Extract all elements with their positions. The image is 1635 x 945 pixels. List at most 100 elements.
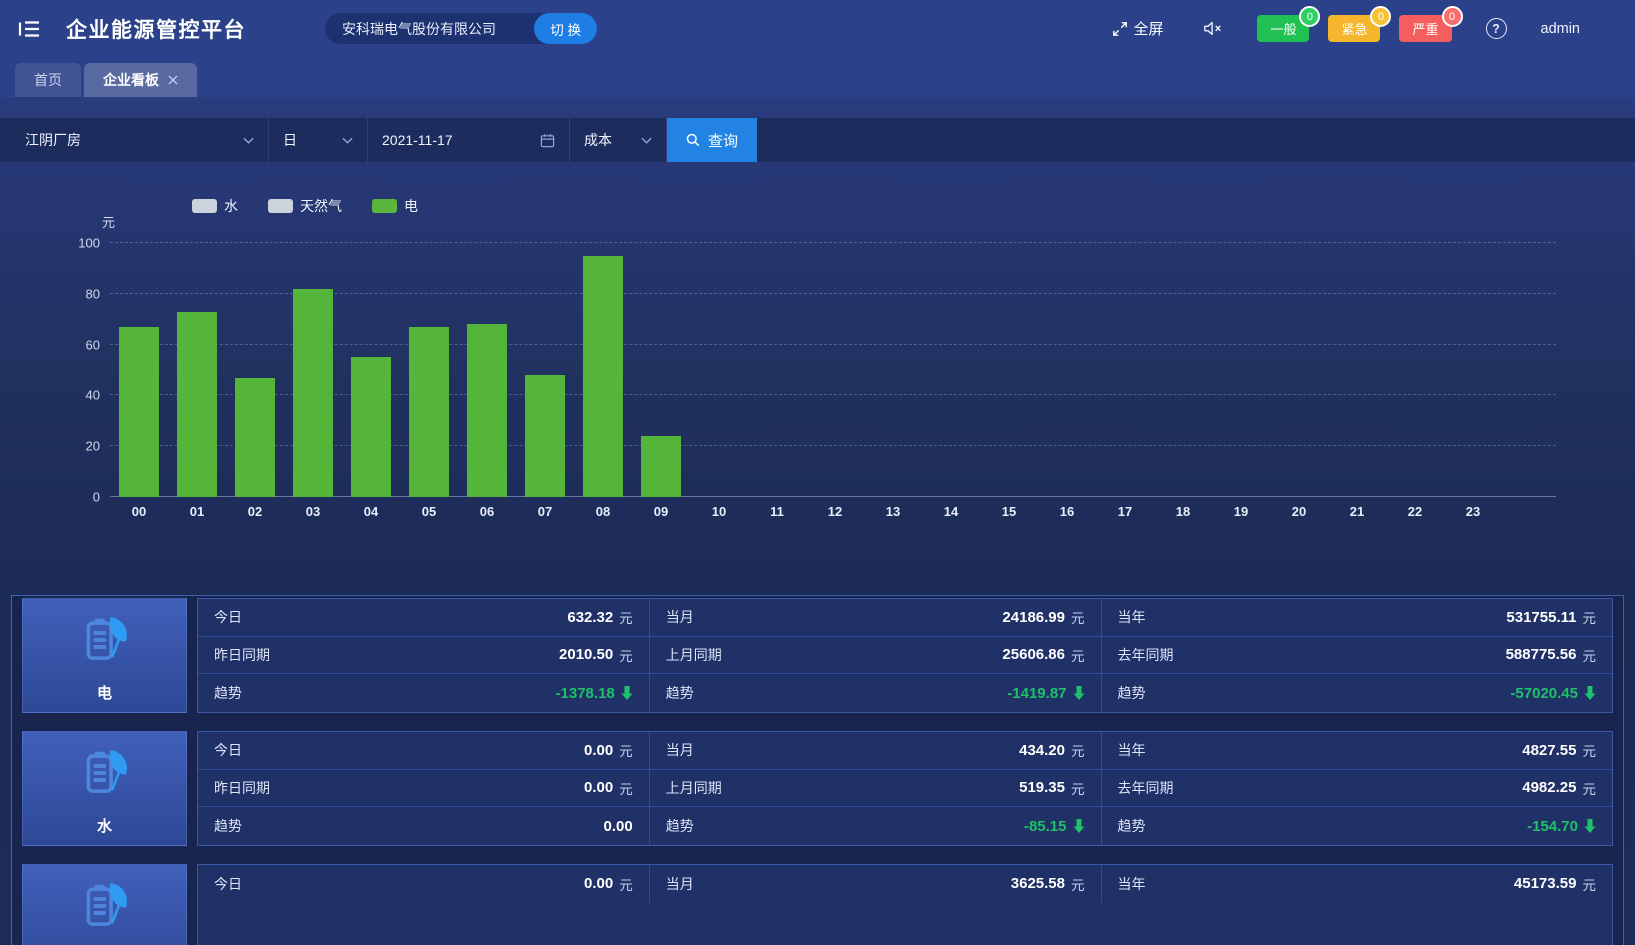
cell-label: 今日	[214, 607, 242, 627]
cell-value: 519.35	[1019, 779, 1065, 796]
cell-value-group: 0.00元	[584, 740, 633, 760]
legend-item-天然气[interactable]: 天然气	[262, 195, 348, 217]
menu-toggle-button[interactable]	[16, 18, 42, 40]
card-cell: 当月24186.99元	[650, 599, 1102, 636]
factory-select-value: 江阴厂房	[25, 130, 81, 150]
legend-item-水[interactable]: 水	[186, 195, 244, 217]
x-tick-label: 09	[632, 504, 690, 519]
cell-label: 昨日同期	[214, 645, 270, 665]
energy-card-name: 电	[97, 682, 112, 703]
factory-select[interactable]: 江阴厂房	[11, 118, 269, 162]
card-row: 趋势-1378.18趋势-1419.87趋势-57020.45	[198, 674, 1612, 712]
energy-card-tile: 水	[22, 731, 187, 846]
trend-down-icon	[621, 686, 633, 700]
cell-unit: 元	[619, 740, 633, 760]
cell-label: 今日	[214, 874, 242, 894]
cell-unit: 元	[1071, 645, 1085, 665]
cell-value-group: 519.35元	[1019, 778, 1084, 798]
cell-unit: 元	[619, 874, 633, 894]
legend-swatch	[192, 199, 217, 213]
alarm-chip[interactable]: 一般0	[1257, 15, 1309, 42]
cell-value-group: -1419.87	[1007, 685, 1084, 702]
alarm-count-badge: 0	[1299, 6, 1320, 27]
cell-value-group: 3625.58元	[1011, 874, 1085, 894]
x-tick-label: 07	[516, 504, 574, 519]
date-input-value: 2021-11-17	[382, 132, 453, 148]
card-cell: 当月 3625.58元	[650, 865, 1102, 903]
app-title: 企业能源管控平台	[66, 14, 246, 44]
speaker-muted-icon	[1203, 21, 1223, 36]
alarm-chip[interactable]: 紧急0	[1328, 15, 1380, 42]
cell-value: 531755.11	[1506, 609, 1576, 626]
cell-label: 趋势	[666, 683, 694, 703]
cell-label: 当年	[1118, 740, 1146, 760]
card-cell: 昨日同期2010.50元	[198, 637, 650, 674]
chevron-down-icon	[342, 137, 353, 144]
energy-card-name: 水	[97, 815, 112, 836]
card-cell: 上月同期519.35元	[650, 770, 1102, 807]
y-tick-label: 20	[40, 439, 100, 454]
header-actions: 全屏 一般0 紧急0 严重0 admin	[1106, 0, 1580, 57]
card-row: 今日 0.00元当月434.20元当年 4827.55 元	[198, 732, 1612, 770]
cell-unit: 元	[619, 645, 633, 665]
search-button[interactable]: 查询	[667, 118, 757, 162]
card-cell: 当月434.20元	[650, 732, 1102, 769]
card-cell: 趋势-154.70	[1102, 807, 1612, 845]
legend-item-电[interactable]: 电	[366, 195, 424, 217]
card-row: 趋势0.00趋势-85.15趋势-154.70	[198, 807, 1612, 845]
cell-label: 今日	[214, 740, 242, 760]
x-tick-label: 02	[226, 504, 284, 519]
x-axis: 0001020304050607080910111213141516171819…	[110, 504, 1502, 522]
energy-card-table: 今日0.00元当月434.20元当年4827.55元昨日同期0.00元上月同期5…	[197, 731, 1613, 846]
help-button[interactable]	[1480, 17, 1513, 40]
y-axis: 020406080100	[40, 243, 100, 497]
bar	[409, 327, 449, 497]
card-row: 昨日同期2010.50元上月同期25606.86元去年同期588775.56元	[198, 637, 1612, 675]
metric-select-value: 成本	[584, 130, 612, 150]
alarm-chip[interactable]: 严重0	[1399, 15, 1451, 42]
chevron-down-icon	[641, 137, 652, 144]
y-tick-label: 100	[40, 236, 100, 251]
metric-select[interactable]: 成本	[570, 118, 667, 162]
trend-down-icon	[1584, 686, 1596, 700]
card-cell: 今日 0.00 元	[198, 865, 650, 903]
username[interactable]: admin	[1541, 21, 1581, 37]
card-cell: 趋势-57020.45	[1102, 674, 1612, 712]
period-select[interactable]: 日	[269, 118, 368, 162]
cell-label: 趋势	[214, 816, 242, 836]
cell-unit: 元	[619, 607, 633, 627]
cell-value: 588775.56	[1506, 646, 1577, 663]
cell-unit: 元	[1582, 778, 1596, 798]
card-cell: 今日 0.00元	[198, 732, 650, 769]
tab-home-label: 首页	[34, 70, 62, 90]
cell-value: 0.00	[584, 875, 613, 892]
switch-company-button[interactable]: 切 换	[534, 13, 597, 44]
app-screen: 企业能源管控平台 安科瑞电气股份有限公司 切 换 全屏 一般0紧急0严重0	[0, 0, 1635, 945]
alarm-count-badge: 0	[1442, 6, 1463, 27]
tab-dashboard[interactable]: 企业看板	[84, 63, 197, 97]
y-tick-label: 0	[40, 490, 100, 505]
cell-label: 上月同期	[666, 645, 722, 665]
cell-value: 4827.55	[1522, 742, 1576, 759]
mute-button[interactable]	[1197, 20, 1229, 37]
y-tick-label: 60	[40, 337, 100, 352]
date-input[interactable]: 2021-11-17	[368, 118, 570, 162]
fullscreen-label: 全屏	[1133, 18, 1163, 39]
search-icon	[686, 133, 700, 147]
cell-unit: 元	[1582, 645, 1596, 665]
fullscreen-button[interactable]: 全屏	[1106, 17, 1169, 40]
cell-value: 434.20	[1019, 742, 1065, 759]
y-axis-unit: 元	[70, 212, 115, 231]
cell-value-group: 0.00	[604, 818, 633, 835]
battery-leaf-icon	[77, 876, 133, 932]
cell-value-group: 588775.56 元	[1506, 645, 1596, 665]
tab-close-icon[interactable]	[168, 75, 178, 85]
cell-label: 趋势	[1118, 816, 1146, 836]
cell-value-group: -57020.45	[1510, 685, 1596, 702]
bar	[235, 378, 275, 497]
filter-bar: 江阴厂房 日 2021-11-17 成本 查询	[0, 117, 1635, 163]
tab-bar: 首页 企业看板	[0, 57, 1635, 97]
cell-label: 当月	[666, 874, 694, 894]
card-cell: 当年531755.11元	[1102, 599, 1612, 636]
tab-home[interactable]: 首页	[15, 63, 81, 97]
